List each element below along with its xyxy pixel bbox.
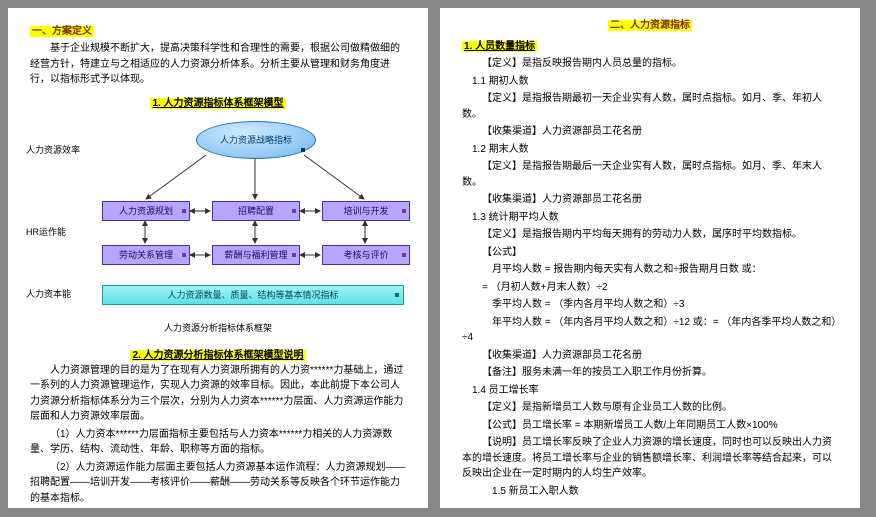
long-box: 人力资源数量、质量、结构等基本情况指标 — [102, 285, 404, 305]
s4-title: 1.4 员工增长率 — [462, 383, 838, 399]
side-label-3: 人力资本能 — [26, 287, 71, 300]
s1-gather: 【收集渠道】人力资源部员工花名册 — [462, 124, 838, 140]
side-label-2: HR运作能 — [26, 225, 66, 238]
s2-gather: 【收集渠道】人力资源部员工花名册 — [462, 192, 838, 208]
box-comp: 薪酬与福利管理 — [212, 245, 300, 265]
s0: 【定义】是指反映报告期内人员总量的指标。 — [462, 56, 838, 72]
section-h2: 2. 人力资源分析指标体系框架模型说明 — [130, 350, 305, 361]
box-labor: 劳动关系管理 — [102, 245, 190, 265]
s3-f2: = （月初人数+月末人数）÷2 — [462, 280, 838, 296]
strategy-oval: 人力资源战略指标 — [196, 121, 316, 159]
section-h1b: 1. 人员数量指标 — [462, 41, 537, 52]
p2: （1）人力资本******力层面指标主要包括与人力资本******力相关的人力资… — [30, 427, 406, 458]
page-1: 一、方案定义 基于企业规模不断扩大，提高决策科学性和合理性的需要，根据公司做精做… — [8, 8, 428, 508]
page-2: 二、人力资源指标 1. 人员数量指标 【定义】是指反映报告期内人员总量的指标。 … — [440, 8, 860, 508]
h1b-wrap: 1. 人员数量指标 — [462, 37, 838, 52]
hl-heading-1: 一、方案定义 — [30, 26, 94, 37]
p1: 人力资源管理的目的是为了在现有人力资源所拥有的人力资******力基础上，通过一… — [30, 363, 406, 425]
s3-f4: 年平均人数 = （年内各月平均人数之和）÷12 或：= （年内各季平均人数之和）… — [462, 315, 838, 346]
intro-para: 基于企业规模不断扩大，提高决策科学性和合理性的需要，根据公司做精做细的经营方针，… — [30, 41, 406, 88]
s3-note: 【备注】服务未满一年的按员工入职工作月份折算。 — [462, 365, 838, 381]
framework-diagram: 人力资源效率 HR运作能 人力资本能 人力资源战略指标 人力资源规划 招聘配置 … — [26, 115, 406, 317]
h2-wrap: 2. 人力资源分析指标体系框架模型说明 — [30, 346, 406, 361]
box-eval: 考核与评价 — [322, 245, 410, 265]
s2-def: 【定义】是指报告期最后一天企业实有人数，属时点指标。如月、季、年末人数。 — [462, 159, 838, 190]
s1-def: 【定义】是指报告期最初一天企业实有人数，属时点指标。如月、季、年初人数。 — [462, 91, 838, 122]
s3-def: 【定义】是指报告期内平均每天拥有的劳动力人数，属序时平均数指标。 — [462, 227, 838, 243]
s3-f1: 月平均人数 = 报告期内每天实有人数之和÷报告期月日数 或： — [462, 262, 838, 278]
hl-heading-2: 二、人力资源指标 — [608, 20, 692, 31]
top-heading-2: 二、人力资源指标 — [462, 16, 838, 31]
box-planning: 人力资源规划 — [102, 201, 190, 221]
diagram-caption: 人力资源分析指标体系框架 — [30, 321, 406, 334]
box-recruit: 招聘配置 — [212, 201, 300, 221]
section-h1: 1. 人力资源指标体系框架模型 — [150, 98, 285, 109]
s5-title: 1.5 新员工入职人数 — [462, 484, 838, 500]
s1-title: 1.1 期初人数 — [462, 74, 838, 90]
s3-gather: 【收集渠道】人力资源部员工花名册 — [462, 348, 838, 364]
box-training: 培训与开发 — [322, 201, 410, 221]
s3-f3: 季平均人数 = （季内各月平均人数之和）÷3 — [462, 297, 838, 313]
h1-wrap: 1. 人力资源指标体系框架模型 — [30, 94, 406, 109]
s4-formula: 【公式】员工增长率 = 本期新增员工人数/上年同期员工人数×100% — [462, 418, 838, 434]
s4-explain: 【说明】员工增长率反映了企业人力资源的增长速度，同时也可以反映出人力资本的增长速… — [462, 435, 838, 482]
s4-def: 【定义】是指新增员工人数与原有企业员工人数的比例。 — [462, 400, 838, 416]
top-heading-1: 一、方案定义 — [30, 22, 406, 37]
oval-text: 人力资源战略指标 — [220, 133, 292, 146]
s3-formula-label: 【公式】 — [462, 245, 838, 261]
side-label-1: 人力资源效率 — [26, 143, 80, 156]
s2-title: 1.2 期末人数 — [462, 142, 838, 158]
p3: （2）人力资源运作能力层面主要包括人力资源基本运作流程：人力资源规划——招聘配置… — [30, 460, 406, 507]
s3-title: 1.3 统计期平均人数 — [462, 210, 838, 226]
